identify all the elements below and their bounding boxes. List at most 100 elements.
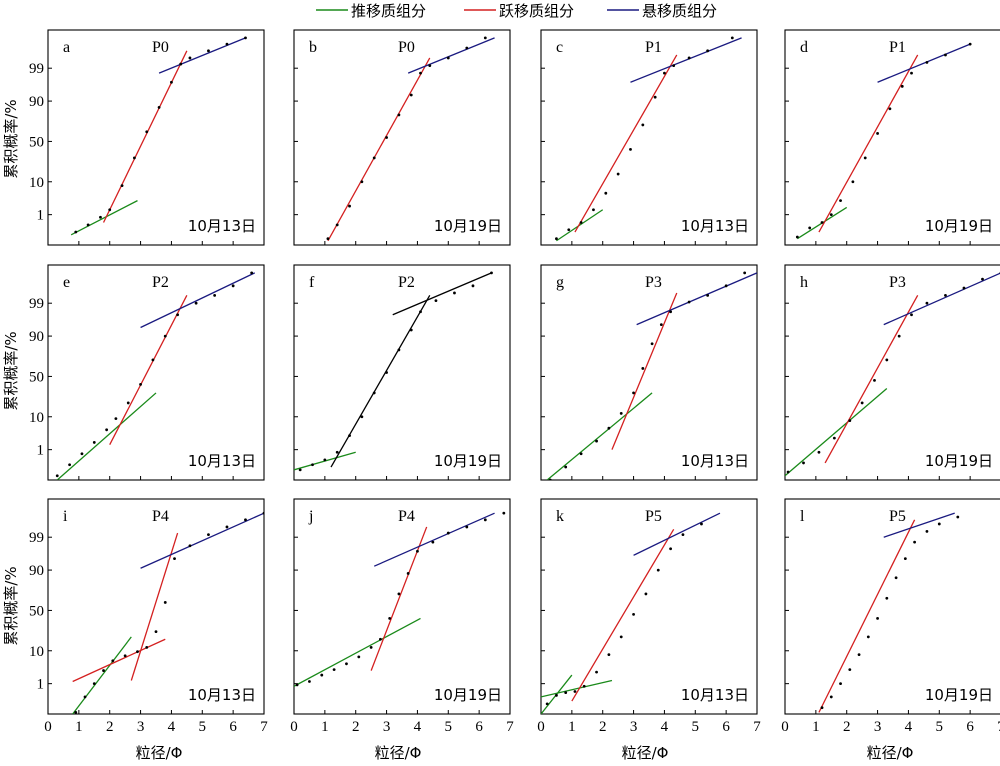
data-point xyxy=(295,683,299,687)
data-point xyxy=(839,199,842,203)
data-point xyxy=(154,630,158,634)
fit-line-traction xyxy=(541,679,613,698)
data-point xyxy=(397,592,401,596)
x-tick-label: 3 xyxy=(383,719,391,735)
x-axis-label-col-3: 粒径/Φ xyxy=(622,744,669,762)
fit-line-traction xyxy=(785,388,888,477)
fit-line-suspension xyxy=(407,37,495,74)
data-point xyxy=(173,557,176,561)
data-point xyxy=(431,540,435,544)
panel-b: b P0 10月19日 xyxy=(293,29,511,246)
fit-line-traction xyxy=(70,200,138,236)
data-point xyxy=(163,334,167,338)
y-tick-label: 99 xyxy=(29,530,44,546)
data-point xyxy=(133,156,136,160)
data-point xyxy=(357,655,361,659)
data-point xyxy=(650,342,654,346)
date-label: 10月13日 xyxy=(188,217,256,235)
fit-lines xyxy=(541,512,721,714)
data-point xyxy=(244,518,247,522)
fit-line-traction xyxy=(72,636,132,714)
data-point xyxy=(385,371,388,374)
x-axis-label-col-4: 粒径/Φ xyxy=(867,744,914,762)
y-tick-label: 1 xyxy=(37,443,45,459)
panel-letter: c xyxy=(556,39,563,56)
data-point xyxy=(866,635,870,639)
panel-frame xyxy=(293,498,511,715)
data-point xyxy=(320,673,324,677)
data-point xyxy=(483,518,487,522)
data-point xyxy=(681,533,685,537)
data-point xyxy=(829,213,833,217)
data-point xyxy=(894,576,898,580)
fit-line-suspension xyxy=(877,43,971,83)
fit-line-saltation xyxy=(370,526,428,671)
y-tick-label: 10 xyxy=(29,644,44,660)
x-tick-label: 6 xyxy=(722,719,730,735)
fit-line-saltation xyxy=(109,295,188,446)
data-point xyxy=(194,301,198,305)
data-point xyxy=(653,95,657,99)
data-point xyxy=(145,130,149,134)
data-point xyxy=(820,706,824,710)
date-label: 10月13日 xyxy=(681,217,749,235)
panel-frame xyxy=(784,498,1000,715)
data-point xyxy=(348,204,351,208)
data-point xyxy=(925,301,929,305)
data-point xyxy=(419,310,422,314)
data-points xyxy=(298,271,493,472)
data-point xyxy=(724,284,728,288)
fit-line-suspension xyxy=(140,272,256,329)
x-tick-label: 0 xyxy=(537,719,545,735)
data-point xyxy=(446,56,450,60)
data-point xyxy=(564,465,568,469)
data-point xyxy=(80,452,84,456)
panel-frame xyxy=(293,264,511,481)
data-point xyxy=(465,46,469,50)
data-point xyxy=(687,300,691,304)
legend-label-suspension: 悬移质组分 xyxy=(642,2,717,20)
site-label: P0 xyxy=(152,39,169,56)
fit-line-saltation xyxy=(72,638,166,683)
data-point xyxy=(706,293,710,297)
site-label: P1 xyxy=(889,39,906,56)
x-tick-label: 2 xyxy=(843,719,851,735)
data-point xyxy=(397,348,401,352)
fit-line-saltation xyxy=(824,295,919,464)
x-tick-label: 1 xyxy=(568,719,576,735)
data-point xyxy=(839,682,842,686)
date-label: 10月13日 xyxy=(681,686,749,704)
data-point xyxy=(348,434,351,438)
data-point xyxy=(944,293,947,297)
x-axis-label-col-2: 粒径/Φ xyxy=(375,744,422,762)
data-point xyxy=(641,123,645,127)
data-point xyxy=(136,650,139,654)
data-point xyxy=(360,180,364,184)
x-tick-label: 0 xyxy=(44,719,52,735)
y-tick-label: 50 xyxy=(29,603,44,619)
data-point xyxy=(885,596,889,600)
data-point xyxy=(244,36,247,40)
x-tick-label: 3 xyxy=(137,719,145,735)
x-tick-label: 7 xyxy=(997,719,1000,735)
panel-h: h P3 10月19日 xyxy=(784,264,1000,481)
date-label: 10月19日 xyxy=(925,686,993,704)
data-point xyxy=(848,668,852,672)
y-tick-label: 1 xyxy=(37,208,45,224)
data-point xyxy=(962,286,966,290)
panel-letter: j xyxy=(308,508,313,525)
x-tick-label: 6 xyxy=(229,719,237,735)
y-axis-label-row-3: 累积概率/% xyxy=(2,566,20,645)
x-tick-label: 0 xyxy=(781,719,789,735)
data-point xyxy=(502,511,506,515)
fit-line-suspension xyxy=(630,37,742,83)
fit-line-saltation xyxy=(327,57,431,242)
panel-d: d P1 10月19日 xyxy=(784,29,1000,246)
fit-lines xyxy=(796,43,971,240)
data-point xyxy=(335,450,339,454)
panel-letter: e xyxy=(63,274,70,291)
data-point xyxy=(876,132,879,135)
data-point xyxy=(406,572,410,575)
data-point xyxy=(308,680,311,683)
data-point xyxy=(262,511,264,515)
